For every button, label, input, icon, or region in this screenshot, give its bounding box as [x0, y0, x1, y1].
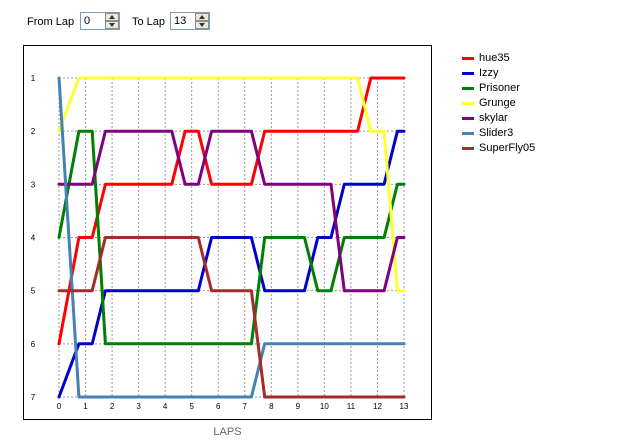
x-tick-label: 4: [163, 402, 168, 411]
to-lap-input[interactable]: [172, 14, 198, 28]
y-tick-label: 2: [31, 127, 36, 136]
from-lap-label: From Lap: [27, 16, 75, 28]
x-tick-label: 5: [189, 402, 194, 411]
from-lap-input[interactable]: [82, 14, 108, 28]
legend-swatch: [462, 72, 474, 75]
y-tick-label: 7: [31, 393, 36, 402]
legend-label: Izzy: [479, 67, 499, 79]
legend-item: Izzy: [462, 67, 622, 82]
legend-label: skylar: [479, 112, 508, 124]
series-line-prisoner: [57, 129, 406, 346]
x-tick-label: 3: [136, 402, 141, 411]
series-line-izzy: [57, 129, 406, 399]
x-tick-label: 7: [243, 402, 248, 411]
legend-item: SuperFly05: [462, 142, 622, 157]
x-tick-label: 13: [400, 402, 409, 411]
y-tick-label: 6: [31, 340, 36, 349]
x-tick-label: 6: [216, 402, 221, 411]
from-lap-increment-button[interactable]: [105, 13, 119, 21]
legend-swatch: [462, 102, 474, 105]
lap-position-chart: 0 1 2 3 4 5 6 7 8 9 10 11 12 13 1 2 3 4 5 6 7: [23, 45, 432, 420]
to-lap-label: To Lap: [132, 16, 166, 28]
y-tick-label: 5: [31, 287, 36, 296]
y-tick-label: 1: [31, 74, 36, 83]
to-lap-decrement-button[interactable]: [195, 21, 209, 29]
x-tick-label: 9: [296, 402, 301, 411]
legend-label: Slider3: [479, 127, 514, 139]
x-tick-label: 12: [373, 402, 382, 411]
legend-item: skylar: [462, 112, 622, 127]
x-tick-label: 11: [347, 402, 356, 411]
legend-label: hue35: [479, 52, 510, 64]
legend-item: Grunge: [462, 97, 622, 112]
legend-label: SuperFly05: [479, 142, 536, 154]
x-axis-label: LAPS: [213, 426, 242, 438]
series-line-grunge: [57, 76, 406, 293]
chart-legend: hue35 Izzy Prisoner Grunge skylar Slider3 Supe…: [462, 52, 622, 157]
legend-swatch: [462, 117, 474, 120]
x-tick-label: 8: [269, 402, 274, 411]
x-tick-label: 0: [57, 402, 62, 411]
from-lap-decrement-button[interactable]: [105, 21, 119, 29]
to-lap-increment-button[interactable]: [195, 13, 209, 21]
legend-label: Grunge: [479, 97, 516, 109]
legend-item: Slider3: [462, 127, 622, 142]
legend-swatch: [462, 147, 474, 150]
y-tick-label: 4: [31, 234, 36, 243]
x-tick-label: 1: [83, 402, 88, 411]
x-tick-label: 10: [320, 402, 329, 411]
legend-item: hue35: [462, 52, 622, 67]
legend-swatch: [462, 132, 474, 135]
x-tick-label: 2: [110, 402, 115, 411]
series-line-hue35: [57, 76, 406, 346]
legend-label: Prisoner: [479, 82, 520, 94]
to-lap-spinner[interactable]: [170, 12, 210, 30]
legend-item: Prisoner: [462, 82, 622, 97]
series-line-slider3: [57, 76, 406, 399]
series-line-skylar: [57, 129, 406, 293]
series-line-superfly05: [57, 236, 406, 399]
y-tick-label: 3: [31, 180, 36, 189]
lap-range-toolbar: From Lap To Lap: [0, 0, 632, 40]
legend-swatch: [462, 87, 474, 90]
legend-swatch: [462, 57, 474, 60]
from-lap-spinner[interactable]: [80, 12, 120, 30]
